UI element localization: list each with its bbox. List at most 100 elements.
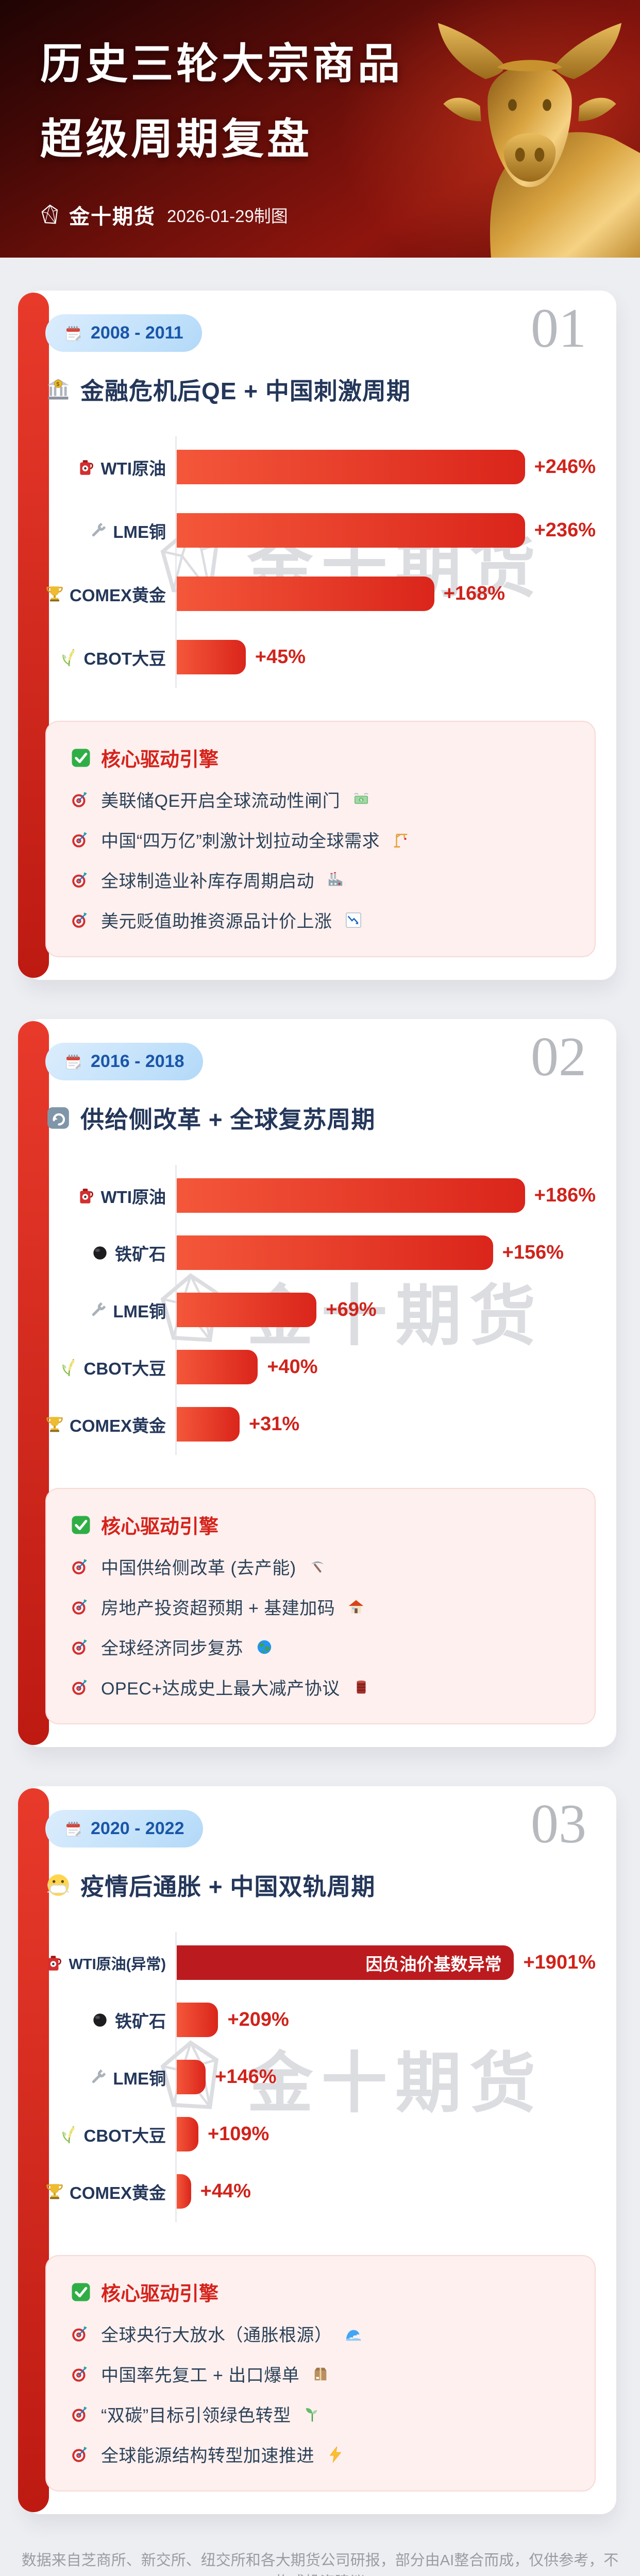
oil-icon xyxy=(76,457,96,477)
bar-label: CBOT大豆 xyxy=(45,645,174,670)
section-number: 02 xyxy=(531,1026,586,1088)
page-title-line1: 历史三轮大宗商品 xyxy=(40,41,403,88)
bar-label-text: LME铜 xyxy=(113,1301,166,1321)
bar-label-text: LME铜 xyxy=(113,522,166,541)
bar xyxy=(177,2060,206,2094)
bar-value: +1901% xyxy=(523,1952,596,1973)
bar xyxy=(177,2174,191,2209)
section-title-text: 疫情后通胀 + 中国双轨周期 xyxy=(80,1873,376,1900)
period-label: 2020 - 2022 xyxy=(91,1819,184,1838)
section-title: 供给侧改革 + 全球复苏周期 xyxy=(45,1101,596,1135)
bar-track: +69% xyxy=(174,1293,596,1327)
bar-value: +44% xyxy=(200,2180,251,2202)
bar xyxy=(177,577,434,611)
bar-label-text: WTI原油(异常) xyxy=(69,1956,166,1973)
bar-label: CBOT大豆 xyxy=(45,1355,174,1380)
money-icon: $ xyxy=(352,791,370,808)
target-icon xyxy=(70,830,90,850)
bar-row: WTI原油(异常) 因负油价基数异常 +1901% xyxy=(45,1945,596,1980)
bar xyxy=(177,2003,218,2037)
driver-item: 全球制造业补库存周期启动 xyxy=(70,867,571,892)
trophy-icon xyxy=(45,2182,64,2201)
bar-label: LME铜 xyxy=(45,1298,174,1323)
target-icon xyxy=(70,1597,90,1617)
bar-track: +209% xyxy=(174,2003,596,2037)
bar-label-text: COMEX黄金 xyxy=(69,585,166,605)
bar-value: +40% xyxy=(267,1356,318,1378)
target-icon xyxy=(70,870,90,890)
bank-icon: $ xyxy=(45,377,71,402)
driver-item: 美联储QE开启全球流动性闸门 $ xyxy=(70,787,571,812)
section-title-text: 金融危机后QE + 中国刺激周期 xyxy=(80,378,411,404)
crane-icon xyxy=(392,831,410,849)
bar-value: +246% xyxy=(534,456,596,478)
driver-item-text: 美元贬值助推资源品计价上涨 xyxy=(101,912,332,931)
bar-label: LME铜 xyxy=(45,2065,174,2090)
period-badge: 2008 - 2011 xyxy=(45,314,202,352)
seedling-icon xyxy=(304,2405,321,2423)
lightning-icon xyxy=(327,2446,344,2463)
bar xyxy=(177,1293,317,1327)
bar-label-text: CBOT大豆 xyxy=(83,1359,166,1378)
soybean-icon xyxy=(59,1358,79,1377)
bar-label: COMEX黄金 xyxy=(45,1412,174,1437)
bar-value: +45% xyxy=(255,646,306,668)
bar-track: +246% xyxy=(174,450,596,484)
wrench-icon xyxy=(88,521,108,540)
svg-text:$: $ xyxy=(56,381,60,387)
section-card-03: 2020 - 2022 03 疫情后通胀 + 中国双轨周期 金十期货 WTI原油(异常)… xyxy=(18,1786,616,2514)
bar-chart: 金十期货 WTI原油 +246% LME铜 +236% COMEX黄金 +168% CBOT大… xyxy=(45,436,596,688)
section-title-text: 供给侧改革 + 全球复苏周期 xyxy=(80,1106,376,1133)
bar-row: CBOT大豆 +40% xyxy=(45,1350,596,1384)
bar-label-text: WTI原油 xyxy=(100,1187,166,1207)
bar-value: +31% xyxy=(248,1413,300,1435)
bar-label-text: CBOT大豆 xyxy=(83,2126,166,2145)
drivers-box: 核心驱动引擎 中国供给侧改革 (去产能) 房地产投资超预期 + 基建加码 全球经济同步… xyxy=(45,1488,596,1724)
section-card-01: 2008 - 2011 01 $ 金融危机后QE + 中国刺激周期 金十期货 WTI原油 +… xyxy=(18,291,616,980)
house-icon xyxy=(347,1598,365,1616)
bar-label: WTI原油 xyxy=(45,1183,174,1208)
bar-track: +156% xyxy=(174,1235,596,1270)
chart-down-icon xyxy=(345,911,362,929)
bar: 因负油价基数异常 xyxy=(177,1945,514,1980)
bar xyxy=(177,1350,258,1384)
diamond-logo-icon xyxy=(39,204,61,226)
pickaxe-icon xyxy=(309,1558,326,1575)
period-label: 2008 - 2011 xyxy=(91,323,183,343)
bar-row: COMEX黄金 +168% xyxy=(45,577,596,611)
bar-label: WTI原油 xyxy=(45,455,174,480)
driver-item-text: 中国供给侧改革 (去产能) xyxy=(101,1558,296,1578)
bar-value: +209% xyxy=(227,2009,289,2030)
oil-icon xyxy=(76,1186,96,1206)
bar-track: +45% xyxy=(174,640,596,674)
bar-label: 铁矿石 xyxy=(45,1241,174,1265)
target-icon xyxy=(70,2364,90,2384)
period-badge: 2016 - 2018 xyxy=(45,1043,203,1080)
hero-header: 历史三轮大宗商品 超级周期复盘 金十期货 2026-01-29制图 xyxy=(0,0,640,258)
driver-item: 中国“四万亿”刺激计划拉动全球需求 xyxy=(70,827,571,852)
bar-chart: 金十期货 WTI原油 +186% 铁矿石 +156% LME铜 +69% CBOT大豆 +40%… xyxy=(45,1165,596,1455)
mask-icon xyxy=(45,1872,71,1898)
target-icon xyxy=(70,2445,90,2464)
section-number: 01 xyxy=(531,298,586,359)
section-card-02: 2016 - 2018 02 供给侧改革 + 全球复苏周期 金十期货 WTI原油 +186… xyxy=(18,1019,616,1747)
bar-row: WTI原油 +246% xyxy=(45,450,596,484)
bar-value: +69% xyxy=(326,1299,377,1320)
bar-label-text: COMEX黄金 xyxy=(69,1416,166,1435)
iron-ore-icon xyxy=(90,1243,110,1263)
brand-row: 金十期货 2026-01-29制图 xyxy=(39,200,288,230)
factory-icon xyxy=(327,871,344,889)
wave-icon xyxy=(345,2325,362,2343)
driver-item-text: 全球制造业补库存周期启动 xyxy=(101,872,314,891)
bar-track: +40% xyxy=(174,1350,596,1384)
svg-text:$: $ xyxy=(360,798,363,802)
bar xyxy=(177,450,525,484)
bar xyxy=(177,2117,198,2151)
bar-row: CBOT大豆 +45% xyxy=(45,640,596,674)
section-cards: 2008 - 2011 01 $ 金融危机后QE + 中国刺激周期 金十期货 WTI原油 +… xyxy=(0,258,640,2514)
calendar-icon xyxy=(64,324,82,343)
bar-label: WTI原油(异常) xyxy=(45,1952,174,1974)
bar xyxy=(177,1235,493,1270)
target-icon xyxy=(70,2324,90,2344)
driver-item: 全球央行大放水（通胀根源） xyxy=(70,2321,571,2346)
